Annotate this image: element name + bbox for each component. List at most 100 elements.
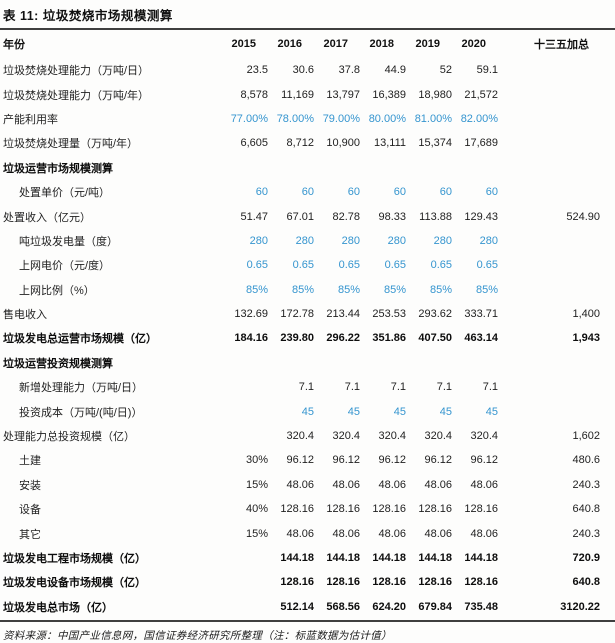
total-cell: 3120.22	[560, 600, 600, 613]
value-cell: 6,605	[240, 137, 268, 150]
value-cell: 96.12	[470, 454, 498, 467]
value-cell: 21,572	[464, 88, 498, 101]
total-cell	[500, 351, 615, 375]
value-cell: 45	[347, 405, 360, 418]
value-cell: 37.8	[338, 64, 360, 77]
value-cell	[224, 595, 270, 619]
value-cell: 11,169	[281, 88, 314, 101]
value-cell: 98.33	[378, 210, 406, 223]
value-cell: 60	[347, 186, 360, 199]
row-label: 处置单价（元/吨）	[19, 187, 111, 200]
value-cell: 128.16	[464, 576, 498, 589]
table-row: 售电收入 132.69 172.78 213.44 253.53 293.62 333.71…	[0, 302, 615, 326]
table-row: 垃圾焚烧处理能力（万吨/日） 23.5 30.6 37.8 44.9 52 59.1	[0, 58, 615, 82]
row-label: 垃圾发电设备市场规模（亿）	[3, 577, 146, 590]
table-row: 吨垃圾发电量（度） 280 280 280 280 280 280	[0, 229, 615, 253]
value-cell: 8,712	[286, 137, 314, 150]
table-title: 表 11: 垃圾焚烧市场规模测算	[3, 9, 173, 23]
table-row: 设备 40% 128.16 128.16 128.16 128.16 128.16 640.8	[0, 497, 615, 521]
value-cell: 40%	[245, 503, 268, 516]
value-cell: 45	[485, 405, 498, 418]
value-cell: 60	[439, 186, 452, 199]
value-cell: 96.12	[286, 454, 314, 467]
value-cell: 80.00%	[368, 112, 406, 125]
value-cell	[224, 156, 270, 180]
table-row: 其它 15% 48.06 48.06 48.06 48.06 48.06 240.3	[0, 521, 615, 545]
column-header: 2017	[323, 38, 348, 50]
table-row: 安装 15% 48.06 48.06 48.06 48.06 48.06 240.3	[0, 473, 615, 497]
value-cell: 15%	[245, 527, 268, 540]
value-cell	[224, 570, 270, 594]
column-header: 2016	[277, 38, 302, 50]
value-cell: 30.6	[292, 64, 314, 77]
value-cell	[454, 351, 500, 375]
total-cell	[500, 58, 615, 82]
row-label: 垃圾焚烧处理量（万吨/年）	[3, 138, 139, 151]
value-cell: 128.16	[280, 503, 314, 516]
value-cell: 213.44	[326, 308, 360, 321]
value-cell: 48.06	[470, 527, 498, 540]
value-cell: 44.9	[384, 64, 406, 77]
row-label: 土建	[19, 455, 41, 468]
value-cell: 280	[433, 234, 452, 247]
value-cell: 132.69	[234, 308, 268, 321]
value-cell: 320.4	[332, 430, 360, 443]
header-row: 年份 2015 2016 2017 2018 2019 2020 十三五加总	[0, 30, 615, 58]
total-cell: 640.8	[572, 503, 600, 516]
value-cell: 48.06	[286, 478, 314, 491]
total-cell: 480.6	[572, 454, 600, 467]
row-label: 垃圾运营投资规模测算	[3, 357, 113, 370]
value-cell: 296.22	[326, 332, 360, 345]
total-cell	[500, 107, 615, 131]
column-header: 十三五加总	[534, 39, 589, 51]
value-cell: 144.18	[372, 552, 406, 564]
column-header: 2015	[231, 38, 256, 50]
row-label: 投资成本（万吨/(吨/日)）	[19, 406, 143, 419]
table-row: 上网比例（%） 85% 85% 85% 85% 85% 85%	[0, 278, 615, 302]
value-cell	[362, 351, 408, 375]
report-table-panel: 表 11: 垃圾焚烧市场规模测算 年份 2015 2016 2017 2018 2019 2…	[0, 9, 615, 642]
value-cell	[362, 156, 408, 180]
total-cell	[500, 399, 615, 423]
total-cell	[500, 131, 615, 155]
value-cell: 320.4	[286, 430, 314, 443]
total-cell	[500, 180, 615, 204]
value-cell	[270, 156, 316, 180]
value-cell: 85%	[245, 283, 268, 296]
value-cell: 239.80	[280, 332, 314, 345]
total-cell: 240.3	[572, 527, 600, 540]
table-row: 处置收入（亿元） 51.47 67.01 82.78 98.33 113.88 129.43…	[0, 204, 615, 228]
table-row: 处置单价（元/吨） 60 60 60 60 60 60	[0, 180, 615, 204]
value-cell: 253.53	[372, 308, 406, 321]
value-cell: 128.16	[372, 503, 406, 516]
value-cell: 85%	[475, 283, 498, 296]
row-label: 其它	[19, 528, 41, 541]
value-cell: 280	[295, 234, 314, 247]
value-cell: 333.71	[464, 308, 498, 321]
value-cell: 13,797	[326, 88, 360, 101]
row-label: 垃圾发电工程市场规模（亿）	[3, 553, 146, 565]
table-row: 处理能力总投资规模（亿） 320.4 320.4 320.4 320.4 320.4 1,6…	[0, 424, 615, 448]
value-cell: 82.00%	[460, 112, 498, 125]
value-cell: 45	[301, 405, 314, 418]
value-cell: 78.00%	[276, 112, 314, 125]
value-cell: 128.16	[326, 503, 360, 516]
value-cell: 48.06	[378, 478, 406, 491]
value-cell: 320.4	[424, 430, 452, 443]
total-cell: 240.3	[572, 478, 600, 491]
value-cell: 128.16	[280, 576, 314, 589]
value-cell	[224, 546, 270, 570]
value-cell: 23.5	[246, 64, 268, 77]
value-cell: 735.48	[464, 600, 498, 613]
value-cell: 60	[255, 186, 268, 199]
value-cell: 77.00%	[230, 112, 268, 125]
value-cell: 7.1	[344, 381, 360, 394]
total-cell: 1,602	[572, 430, 600, 443]
table-body: 垃圾焚烧处理能力（万吨/日） 23.5 30.6 37.8 44.9 52 59.1 垃圾焚烧…	[0, 58, 615, 619]
value-cell: 10,900	[326, 137, 360, 150]
value-cell: 48.06	[424, 527, 452, 540]
row-label: 处置收入（亿元）	[3, 211, 91, 224]
row-label: 安装	[19, 479, 41, 492]
value-cell: 7.1	[482, 381, 498, 394]
value-cell	[316, 156, 362, 180]
